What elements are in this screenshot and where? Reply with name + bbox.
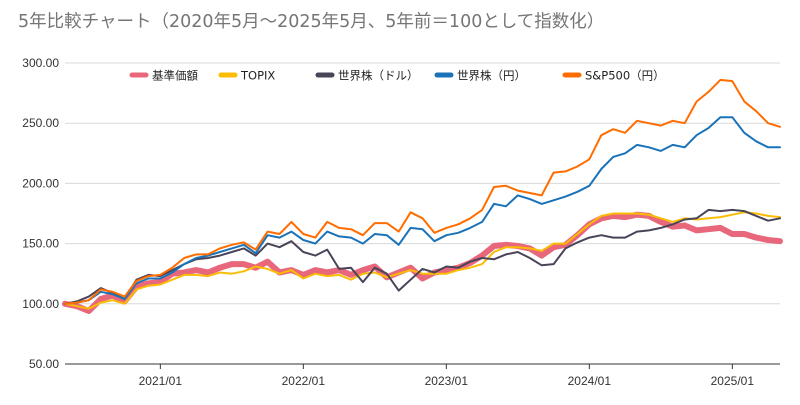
series-line-0: [62, 211, 783, 314]
chart-title: 5年比較チャート（2020年5月～2025年5月、5年前＝100として指数化）: [18, 12, 605, 32]
legend-label: 世界株（ドル）: [338, 69, 419, 83]
y-tick-label: 250.00: [22, 116, 59, 130]
legend-label: TOPIX: [240, 69, 275, 83]
x-axis-ticks: 2021/01 2022/01 2023/01 2024/01 2025/01: [139, 364, 755, 388]
series-line-3: [64, 116, 781, 305]
gridlines: [65, 62, 780, 365]
y-tick-label: 50.00: [29, 357, 59, 371]
legend-label: 世界株（円）: [457, 69, 526, 83]
y-tick-label: 300.00: [22, 56, 59, 70]
y-tick-label: 100.00: [22, 297, 59, 311]
legend-label: S&P500（円）: [585, 69, 665, 83]
x-tick-label: 2025/01: [711, 374, 755, 388]
series-lines: [62, 78, 783, 314]
series-line-1: [64, 211, 781, 310]
x-tick-label: 2024/01: [568, 374, 612, 388]
y-tick-label: 150.00: [22, 237, 59, 251]
x-tick-label: 2022/01: [282, 374, 326, 388]
x-tick-label: 2021/01: [139, 374, 183, 388]
legend: 基準価額 TOPIX 世界株（ドル） 世界株（円） S&P500（円）: [129, 69, 665, 83]
series-line-2: [64, 208, 781, 305]
series-line-4: [64, 78, 781, 305]
y-tick-label: 200.00: [22, 176, 59, 190]
x-tick-label: 2023/01: [425, 374, 469, 388]
y-axis-ticks: 300.00 250.00 200.00 150.00 100.00 50.00: [22, 56, 59, 371]
legend-label: 基準価額: [152, 69, 198, 83]
